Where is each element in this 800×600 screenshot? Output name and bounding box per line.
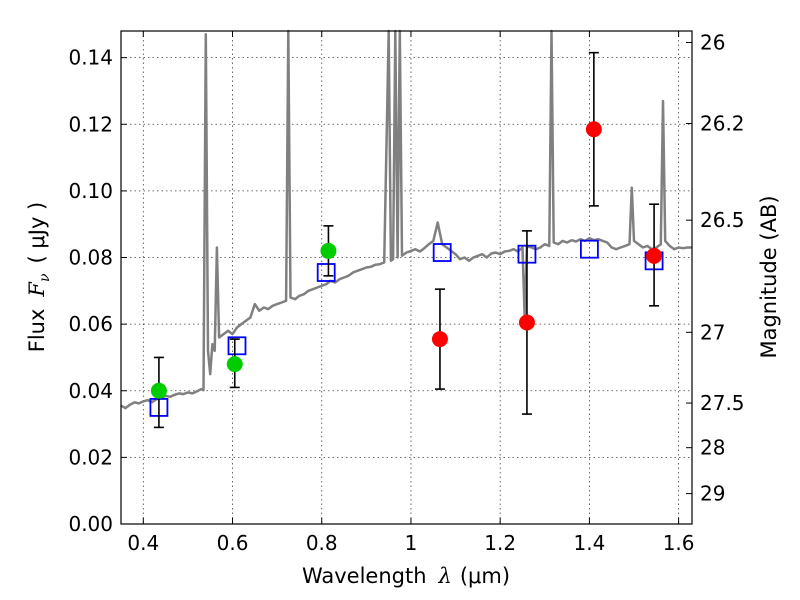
green-photometry-point	[320, 242, 337, 259]
y-tick-label: 0.00	[68, 512, 113, 536]
y-tick-label: 0.06	[68, 312, 113, 336]
y2-tick-label: 26.2	[700, 111, 745, 135]
y-axis-label: FluxFν( μJy )	[25, 202, 53, 352]
x-tick-label: 1.2	[484, 531, 516, 555]
x-tick-label: 0.8	[306, 531, 338, 555]
y-tick-label: 0.10	[68, 179, 113, 203]
y-tick-label: 0.04	[68, 379, 113, 403]
points-layer	[149, 51, 664, 429]
x-axis-label: Wavelength λ (μm)	[302, 564, 510, 588]
red-photometry-point	[518, 314, 535, 331]
green-photometry-point	[226, 356, 243, 373]
red-photometry-point	[646, 247, 663, 264]
y2-tick-label: 27.5	[700, 391, 745, 415]
y2-tick-label: 26.5	[700, 208, 745, 232]
spectrum-line	[120, 29, 692, 410]
y-tick-label: 0.14	[68, 46, 113, 70]
y-tick-label: 0.12	[68, 112, 113, 136]
y2-tick-label: 26	[700, 30, 725, 54]
green-photometry-point	[150, 382, 167, 399]
x-tick-label: 1.6	[663, 531, 695, 555]
tick-layer: 0.4 0.6 0.8 1 1.2 1.4 1.6 0.00 0.02 0.04 0.06 0.08 0…	[68, 30, 744, 555]
red-photometry-point	[431, 331, 448, 348]
y2-tick-label: 29	[700, 482, 725, 506]
spectrum-layer	[120, 29, 692, 410]
y-tick-label: 0.08	[68, 246, 113, 270]
x-tick-label: 1	[405, 531, 418, 555]
x-tick-label: 0.6	[217, 531, 249, 555]
model-square-point	[432, 243, 452, 262]
plot-frame	[120, 30, 693, 525]
x-tick-label: 0.4	[127, 531, 159, 555]
y2-axis-label: Magnitude (AB)	[757, 195, 781, 358]
red-photometry-point	[585, 121, 602, 138]
y-tick-label: 0.02	[68, 445, 113, 469]
y2-tick-label: 27	[700, 320, 725, 344]
x-tick-label: 1.4	[573, 531, 605, 555]
model-square-point	[227, 336, 247, 356]
y2-tick-label: 28	[700, 436, 725, 460]
model-square-point	[579, 239, 599, 259]
model-square-point	[316, 263, 336, 282]
